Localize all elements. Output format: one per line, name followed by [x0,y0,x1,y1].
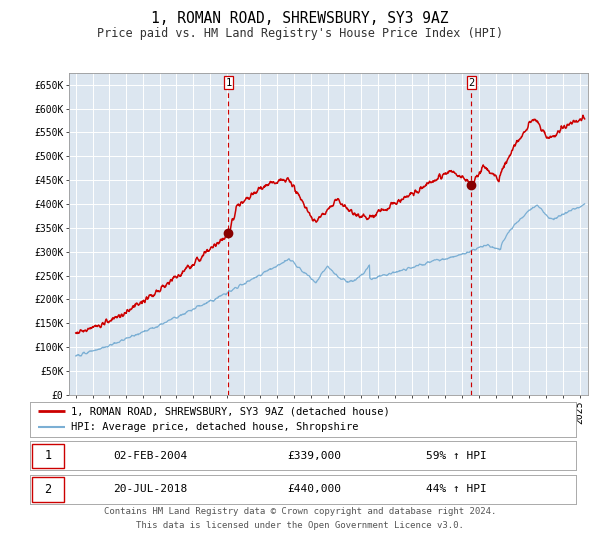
Text: 59% ↑ HPI: 59% ↑ HPI [425,451,486,461]
FancyBboxPatch shape [32,477,64,502]
Text: Price paid vs. HM Land Registry's House Price Index (HPI): Price paid vs. HM Land Registry's House … [97,27,503,40]
Text: 1, ROMAN ROAD, SHREWSBURY, SY3 9AZ: 1, ROMAN ROAD, SHREWSBURY, SY3 9AZ [151,11,449,26]
Text: Contains HM Land Registry data © Crown copyright and database right 2024.: Contains HM Land Registry data © Crown c… [104,507,496,516]
Text: 02-FEB-2004: 02-FEB-2004 [113,451,187,461]
Text: 44% ↑ HPI: 44% ↑ HPI [425,484,486,494]
Text: This data is licensed under the Open Government Licence v3.0.: This data is licensed under the Open Gov… [136,521,464,530]
Text: 2: 2 [44,483,52,496]
Text: £339,000: £339,000 [287,451,341,461]
Text: 20-JUL-2018: 20-JUL-2018 [113,484,187,494]
Text: £440,000: £440,000 [287,484,341,494]
Text: 2: 2 [468,78,475,87]
Text: HPI: Average price, detached house, Shropshire: HPI: Average price, detached house, Shro… [71,422,358,432]
FancyBboxPatch shape [32,444,64,468]
Text: 1: 1 [44,449,52,463]
Text: 1, ROMAN ROAD, SHREWSBURY, SY3 9AZ (detached house): 1, ROMAN ROAD, SHREWSBURY, SY3 9AZ (deta… [71,407,390,417]
Text: 1: 1 [225,78,232,87]
